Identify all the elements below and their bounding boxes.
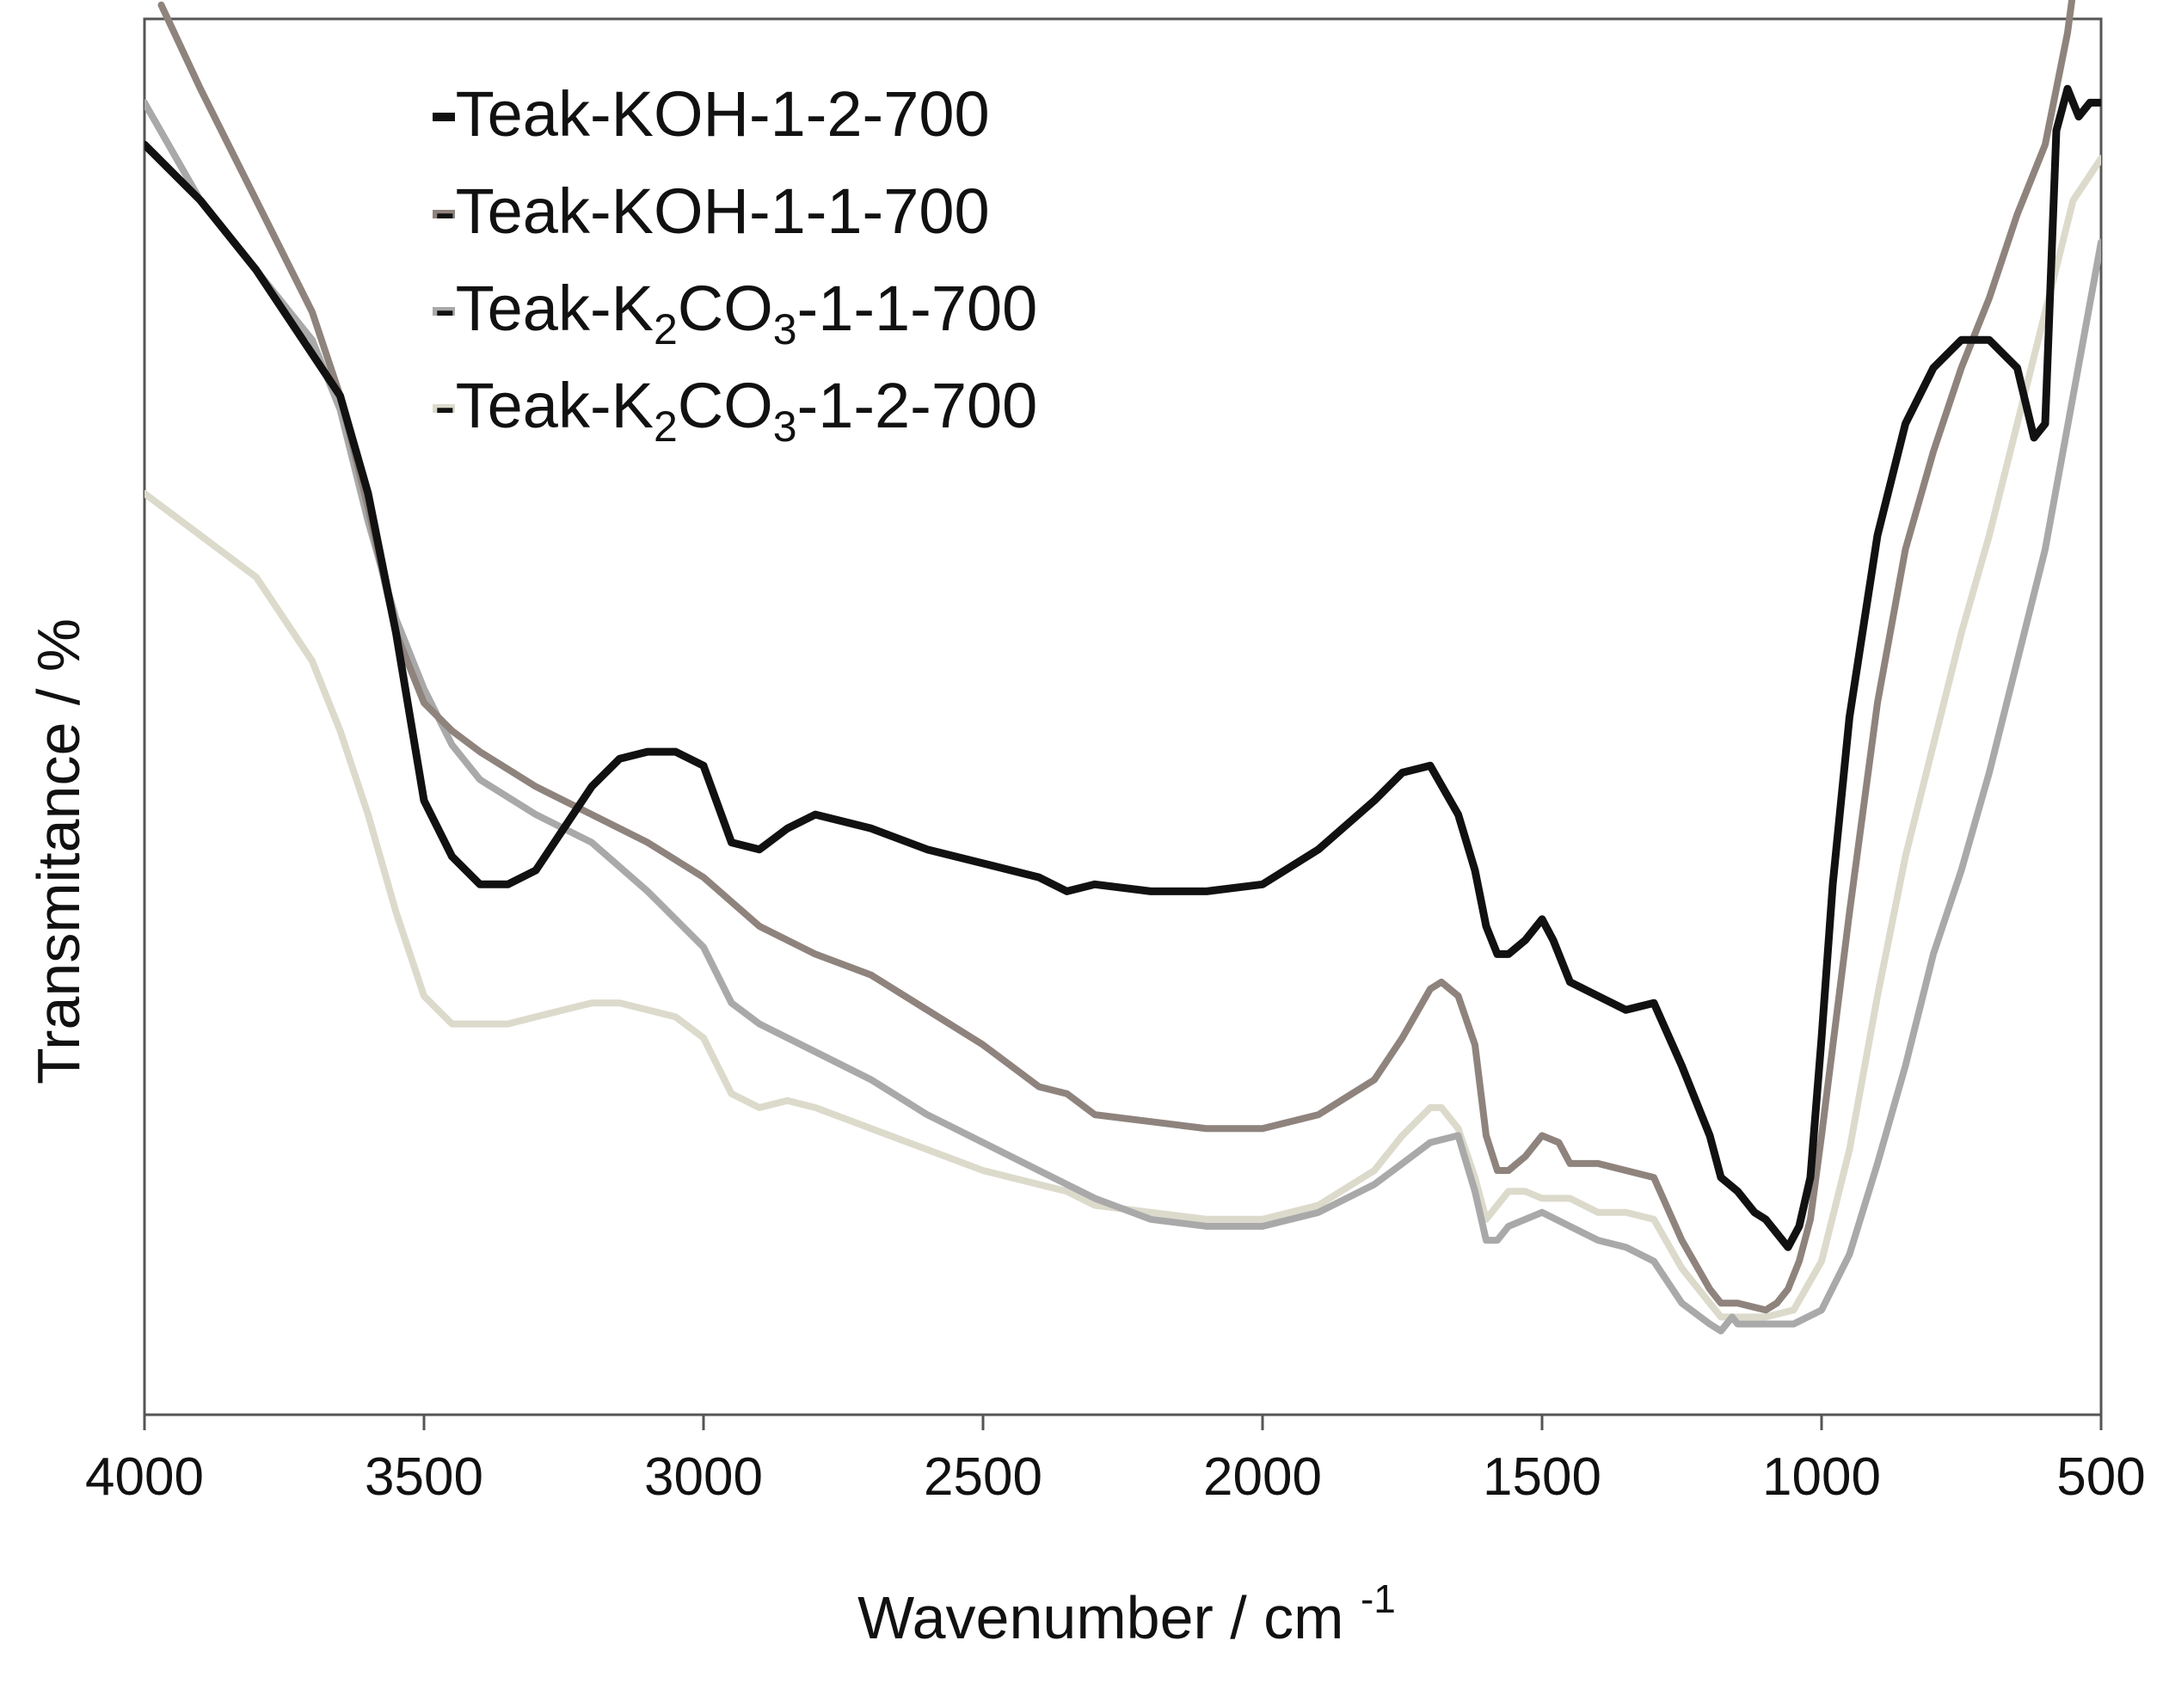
y-axis-title: Transmitance / %: [25, 618, 92, 1084]
x-tick-label: 500: [2056, 1447, 2145, 1507]
series-line-3: [144, 99, 2101, 1335]
legend-label: -Teak-K2CO3-1-2-700: [434, 370, 1037, 451]
series-line-4: [144, 155, 2101, 1321]
series-line-2: [157, 0, 2076, 1314]
legend-entry-1: -Teak-KOH-1-2-700: [433, 78, 990, 150]
legend-entry-3: -Teak-K2CO3-1-1-700: [433, 273, 1037, 353]
legend-entry-4: -Teak-K2CO3-1-2-700: [433, 370, 1037, 451]
plot-frame-layer: [143, 17, 2103, 1416]
x-axis-title-superscript: -1: [1361, 1576, 1396, 1621]
x-tick-label: 2500: [924, 1447, 1042, 1507]
legend-label: -Teak-KOH-1-1-700: [434, 175, 990, 247]
legend-entry-2: -Teak-KOH-1-1-700: [433, 175, 990, 247]
legend: -Teak-KOH-1-2-700 -Teak-KOH-1-1-700 -Teak-…: [433, 78, 1037, 451]
plot-frame: [143, 17, 2103, 1416]
x-tick-label: 2000: [1203, 1447, 1322, 1507]
x-axis-title: Wavenumber / cm -1: [857, 1576, 1396, 1651]
x-tick-label: 1500: [1483, 1447, 1601, 1507]
x-tick-label: 4000: [85, 1447, 204, 1507]
x-tick-label: 3000: [644, 1447, 763, 1507]
legend-label: -Teak-KOH-1-2-700: [434, 78, 990, 150]
ticks-layer: 4000 3500 3000 2500 2000 1500 1000 500: [85, 1415, 2146, 1507]
x-tick-label: 3500: [365, 1447, 483, 1507]
series-layer: [144, 0, 2101, 1335]
x-tick-label: 1000: [1762, 1447, 1881, 1507]
series-line-1: [144, 84, 2101, 1251]
x-axis-title-text: Wavenumber / cm: [857, 1584, 1343, 1651]
legend-label: -Teak-K2CO3-1-1-700: [434, 273, 1037, 353]
